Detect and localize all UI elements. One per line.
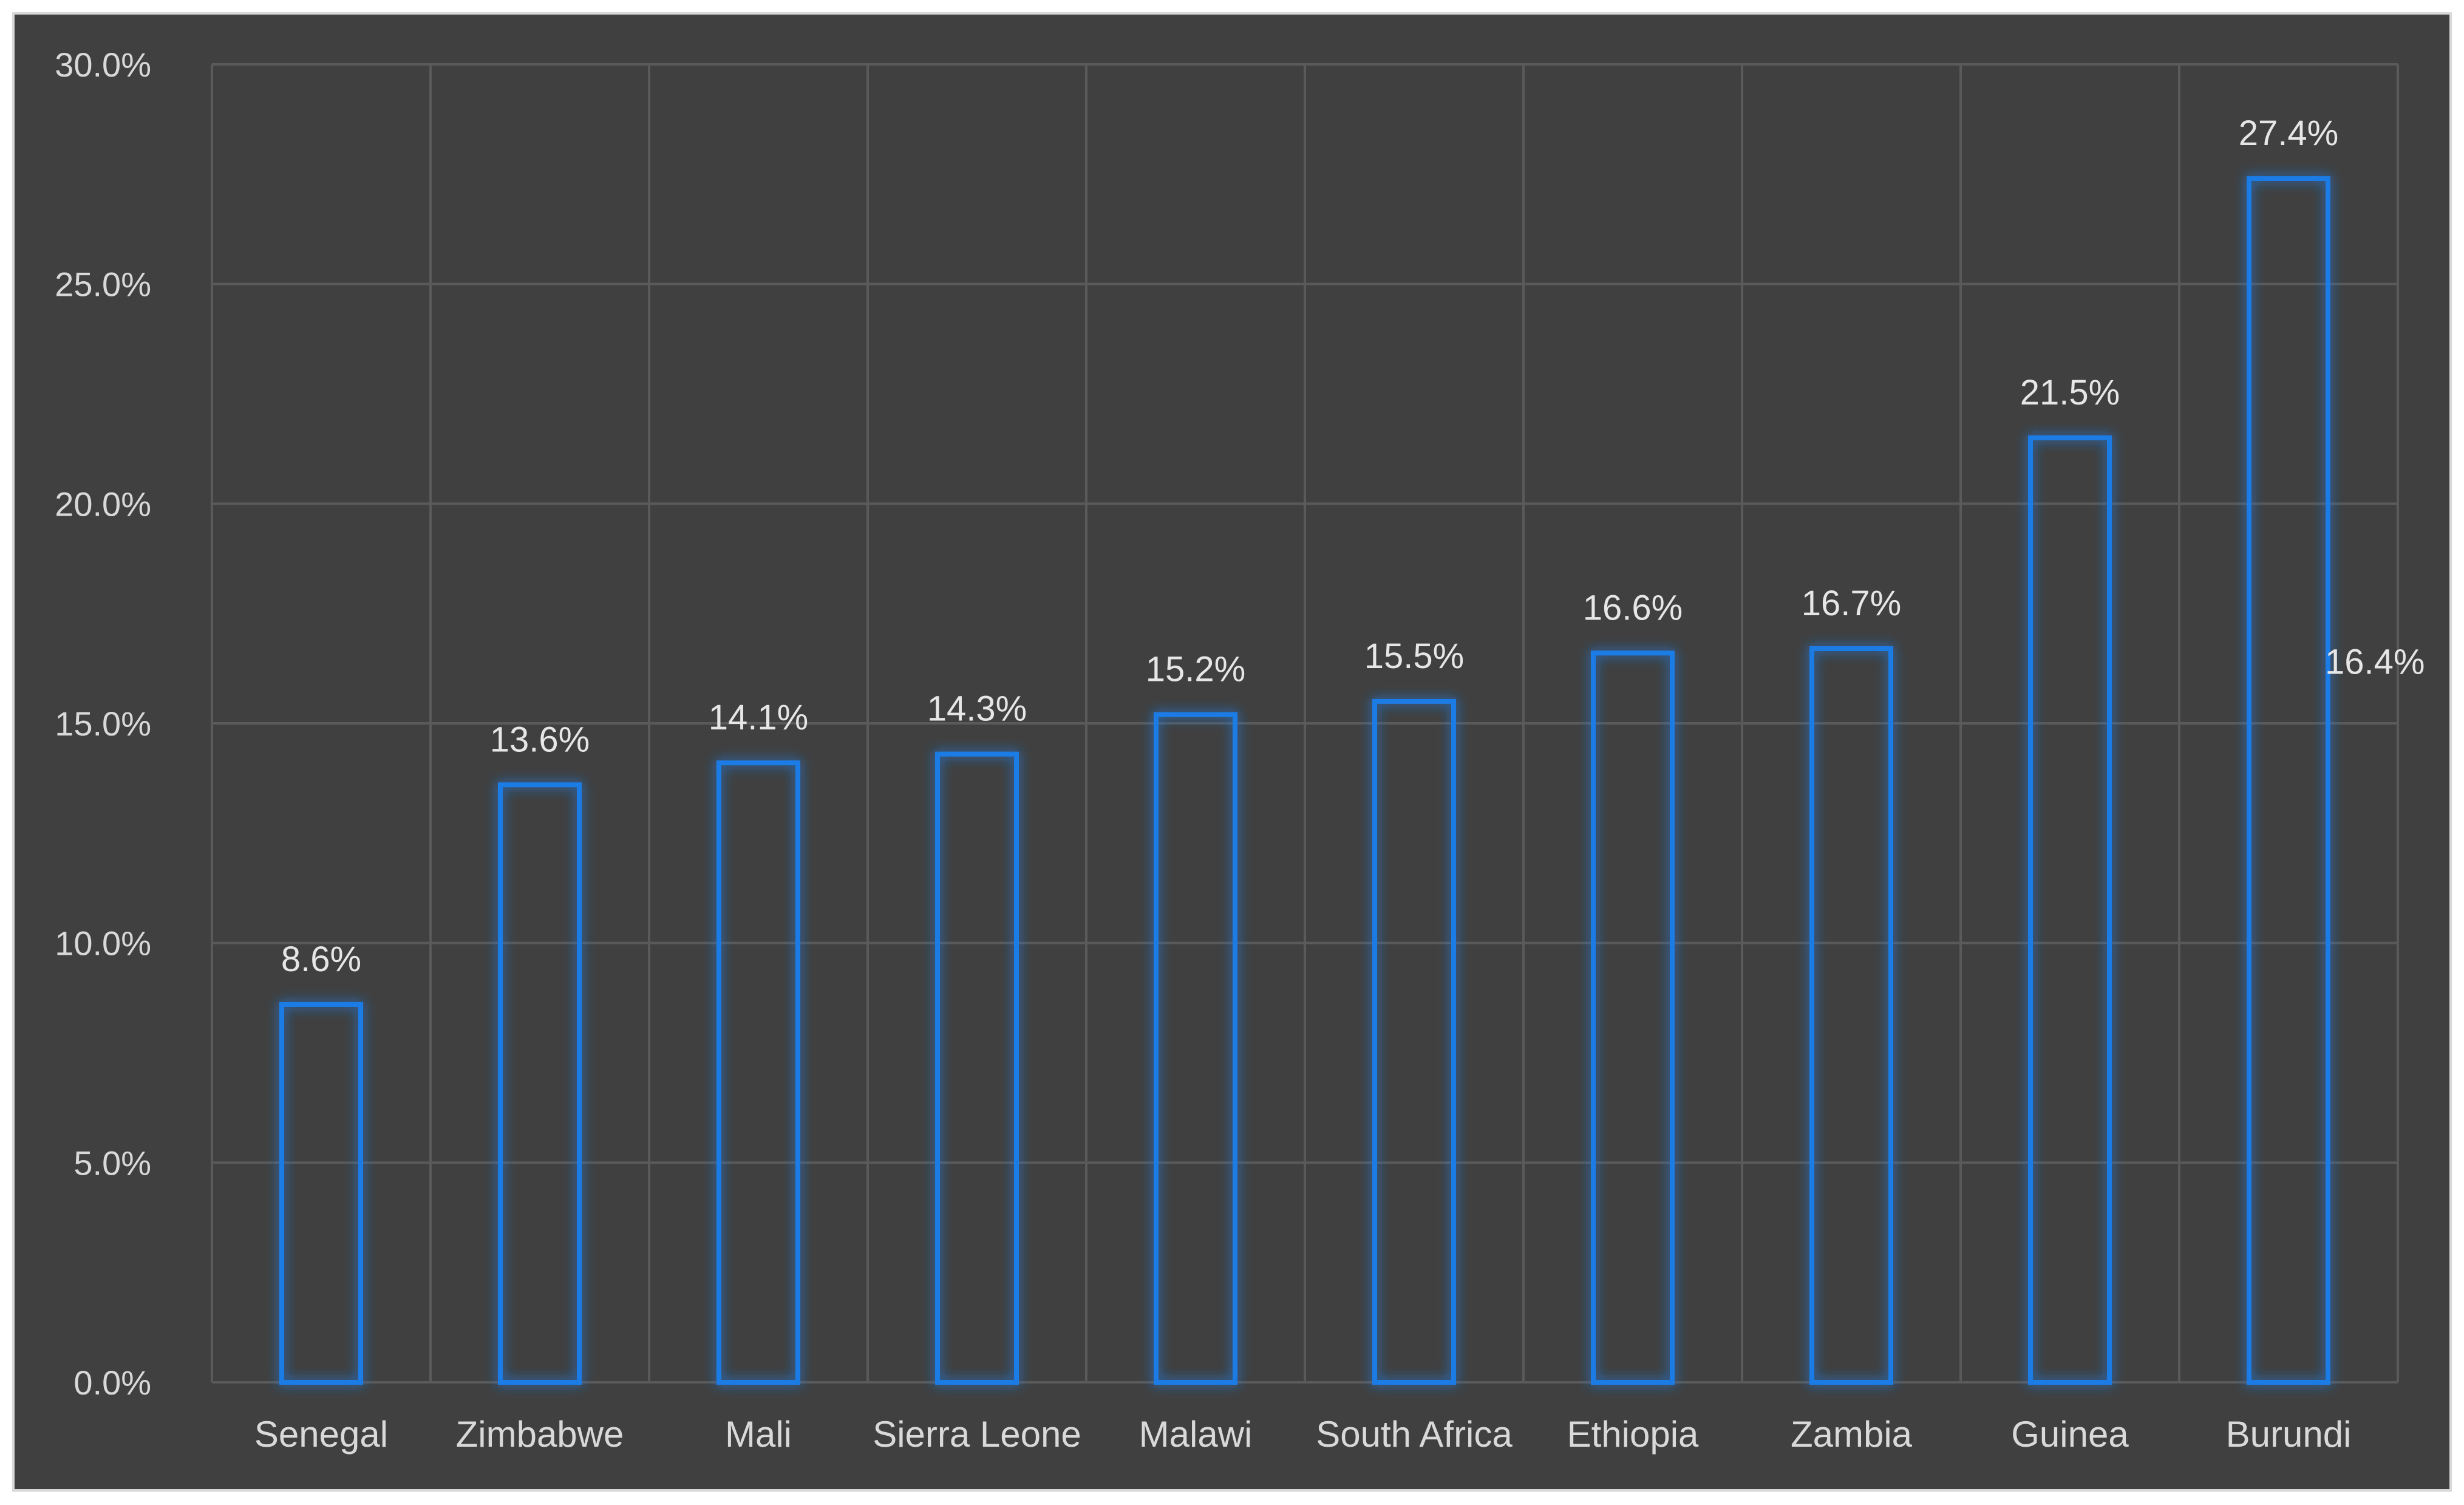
- bar-value-label: 27.4%: [2239, 114, 2338, 153]
- bar-value-label: 14.1%: [709, 698, 808, 737]
- bar-value-label: 8.6%: [281, 940, 361, 979]
- y-tick-label: 30.0%: [55, 46, 151, 84]
- bar: [935, 751, 1019, 1385]
- bar-value-label: 21.5%: [2020, 373, 2120, 412]
- chart-frame: 0.0% 5.0% 10.0% 15.0% 20.0% 25.0% 30.0% 8.6% 13…: [12, 12, 2452, 1492]
- x-axis-category-labels: Senegal Zimbabwe Mali Sierra Leone Malawi Sou…: [254, 1414, 2352, 1455]
- y-tick-label: 5.0%: [73, 1144, 151, 1182]
- category-label: South Africa: [1316, 1414, 1513, 1455]
- bar: [1154, 712, 1237, 1385]
- category-label: Zimbabwe: [456, 1414, 624, 1455]
- bar: [1591, 650, 1675, 1385]
- category-label: Malawi: [1139, 1414, 1253, 1455]
- bar-value-label: 16.6%: [1583, 588, 1683, 627]
- data-labels: 8.6% 13.6% 14.1% 14.3% 15.2% 15.5% 16.6% 16.7% 2…: [281, 114, 2425, 979]
- y-tick-label: 0.0%: [73, 1363, 151, 1402]
- bar-value-label: 14.3%: [927, 689, 1027, 729]
- bar: [279, 1002, 363, 1385]
- category-label: Burundi: [2226, 1414, 2352, 1455]
- category-label: Sierra Leone: [873, 1414, 1081, 1455]
- gridlines: [211, 63, 2399, 1384]
- bar: [1372, 698, 1456, 1385]
- y-tick-label: 25.0%: [55, 265, 151, 304]
- category-label: Zambia: [1791, 1414, 1913, 1455]
- category-label: Mali: [725, 1414, 792, 1455]
- y-tick-label: 10.0%: [55, 924, 151, 963]
- category-label: Guinea: [2011, 1414, 2129, 1455]
- bar: [716, 760, 800, 1385]
- bar: [2028, 435, 2112, 1385]
- bar: [2247, 176, 2330, 1385]
- reference-line-label: 16.4%: [2325, 643, 2425, 682]
- bar: [1809, 646, 1893, 1385]
- bar-value-label: 15.5%: [1364, 636, 1464, 676]
- bar-value-label: 13.6%: [490, 720, 590, 759]
- bar-value-label: 15.2%: [1146, 650, 1245, 689]
- bar-value-label: 16.7%: [1802, 584, 1901, 623]
- bar-chart: 0.0% 5.0% 10.0% 15.0% 20.0% 25.0% 30.0% 8.6% 13…: [55, 46, 2425, 1455]
- y-tick-label: 15.0%: [55, 705, 151, 743]
- category-label: Senegal: [254, 1414, 388, 1455]
- category-label: Ethiopia: [1567, 1414, 1699, 1455]
- y-tick-label: 20.0%: [55, 485, 151, 523]
- bars: [279, 176, 2330, 1385]
- bar: [498, 782, 582, 1385]
- y-axis-tick-labels: 0.0% 5.0% 10.0% 15.0% 20.0% 25.0% 30.0%: [55, 46, 151, 1402]
